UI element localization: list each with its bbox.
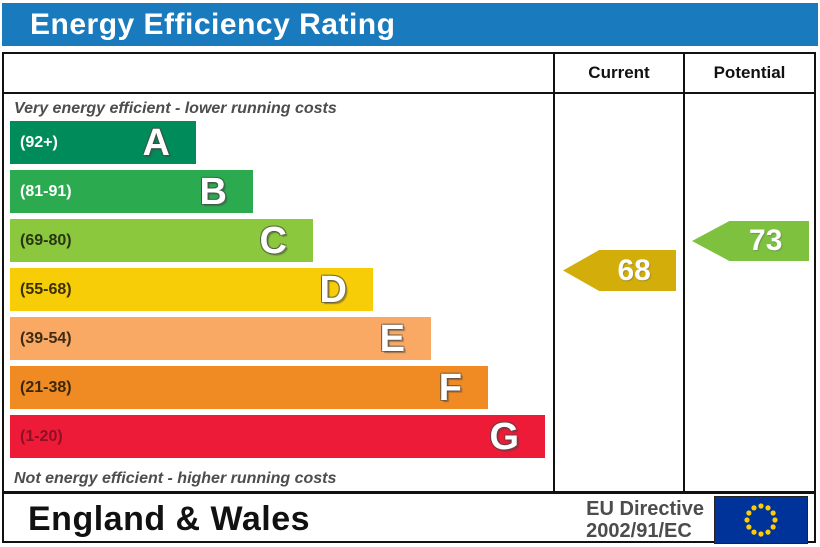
band-letter-g: G — [489, 415, 519, 458]
band-letter-b: B — [199, 170, 227, 213]
band-range-f: (21-38) — [20, 378, 72, 396]
band-row-e: (39-54) E — [10, 317, 553, 366]
page-title: Energy Efficiency Rating — [30, 7, 396, 41]
epc-rating-table: Current Potential Very energy efficient … — [2, 52, 816, 545]
potential-column-header: Potential — [685, 54, 814, 92]
band-range-g: (1-20) — [20, 427, 63, 445]
band-letter-c: C — [259, 219, 287, 262]
band-row-b: (81-91) B — [10, 170, 553, 219]
current-rating-value: 68 — [617, 253, 651, 287]
band-bar-d: (55-68) D — [10, 268, 373, 311]
current-column-header: Current — [555, 54, 685, 92]
table-header-row: Current Potential — [4, 54, 814, 94]
current-column-label: Current — [588, 63, 650, 82]
band-bar-a: (92+) A — [10, 121, 196, 164]
band-letter-e: E — [379, 317, 405, 360]
band-bar-g: (1-20) G — [10, 415, 545, 458]
band-letter-d: D — [319, 268, 347, 311]
rating-scale-header-cell — [4, 54, 555, 92]
eu-directive-line2: 2002/91/EC — [586, 519, 692, 542]
title-bar: Energy Efficiency Rating — [2, 3, 818, 46]
band-row-f: (21-38) F — [10, 366, 553, 415]
current-rating-cell: 68 — [555, 94, 685, 491]
band-bar-c: (69-80) C — [10, 219, 313, 262]
band-bar-e: (39-54) E — [10, 317, 431, 360]
band-row-d: (55-68) D — [10, 268, 553, 317]
eu-directive-label: EU Directive 2002/91/EC — [586, 498, 714, 542]
table-footer: England & Wales EU Directive 2002/91/EC — [4, 491, 814, 545]
potential-rating-arrow: 73 — [692, 221, 809, 261]
potential-rating-cell: 73 — [685, 94, 814, 491]
eu-directive-line1: EU Directive — [586, 497, 704, 520]
band-range-d: (55-68) — [20, 280, 72, 298]
eu-flag-icon — [714, 495, 808, 544]
band-letter-a: A — [142, 121, 170, 164]
rating-scale: Very energy efficient - lower running co… — [4, 94, 555, 491]
band-bar-f: (21-38) F — [10, 366, 488, 409]
band-row-c: (69-80) C — [10, 219, 553, 268]
footer-region-label: England & Wales — [28, 500, 311, 538]
current-rating-arrow: 68 — [563, 250, 676, 291]
caption-efficient: Very energy efficient - lower running co… — [14, 100, 337, 117]
band-letter-f: F — [438, 366, 462, 409]
band-row-a: (92+) A — [10, 121, 553, 170]
band-bar-b: (81-91) B — [10, 170, 253, 213]
band-range-a: (92+) — [20, 133, 58, 151]
potential-column-label: Potential — [713, 63, 786, 82]
band-row-g: (1-20) G — [10, 415, 553, 464]
table-body: Very energy efficient - lower running co… — [4, 94, 814, 491]
band-range-e: (39-54) — [20, 329, 72, 347]
band-range-c: (69-80) — [20, 231, 72, 249]
potential-rating-value: 73 — [749, 224, 783, 257]
caption-not-efficient: Not energy efficient - higher running co… — [14, 470, 337, 487]
band-range-b: (81-91) — [20, 182, 72, 200]
